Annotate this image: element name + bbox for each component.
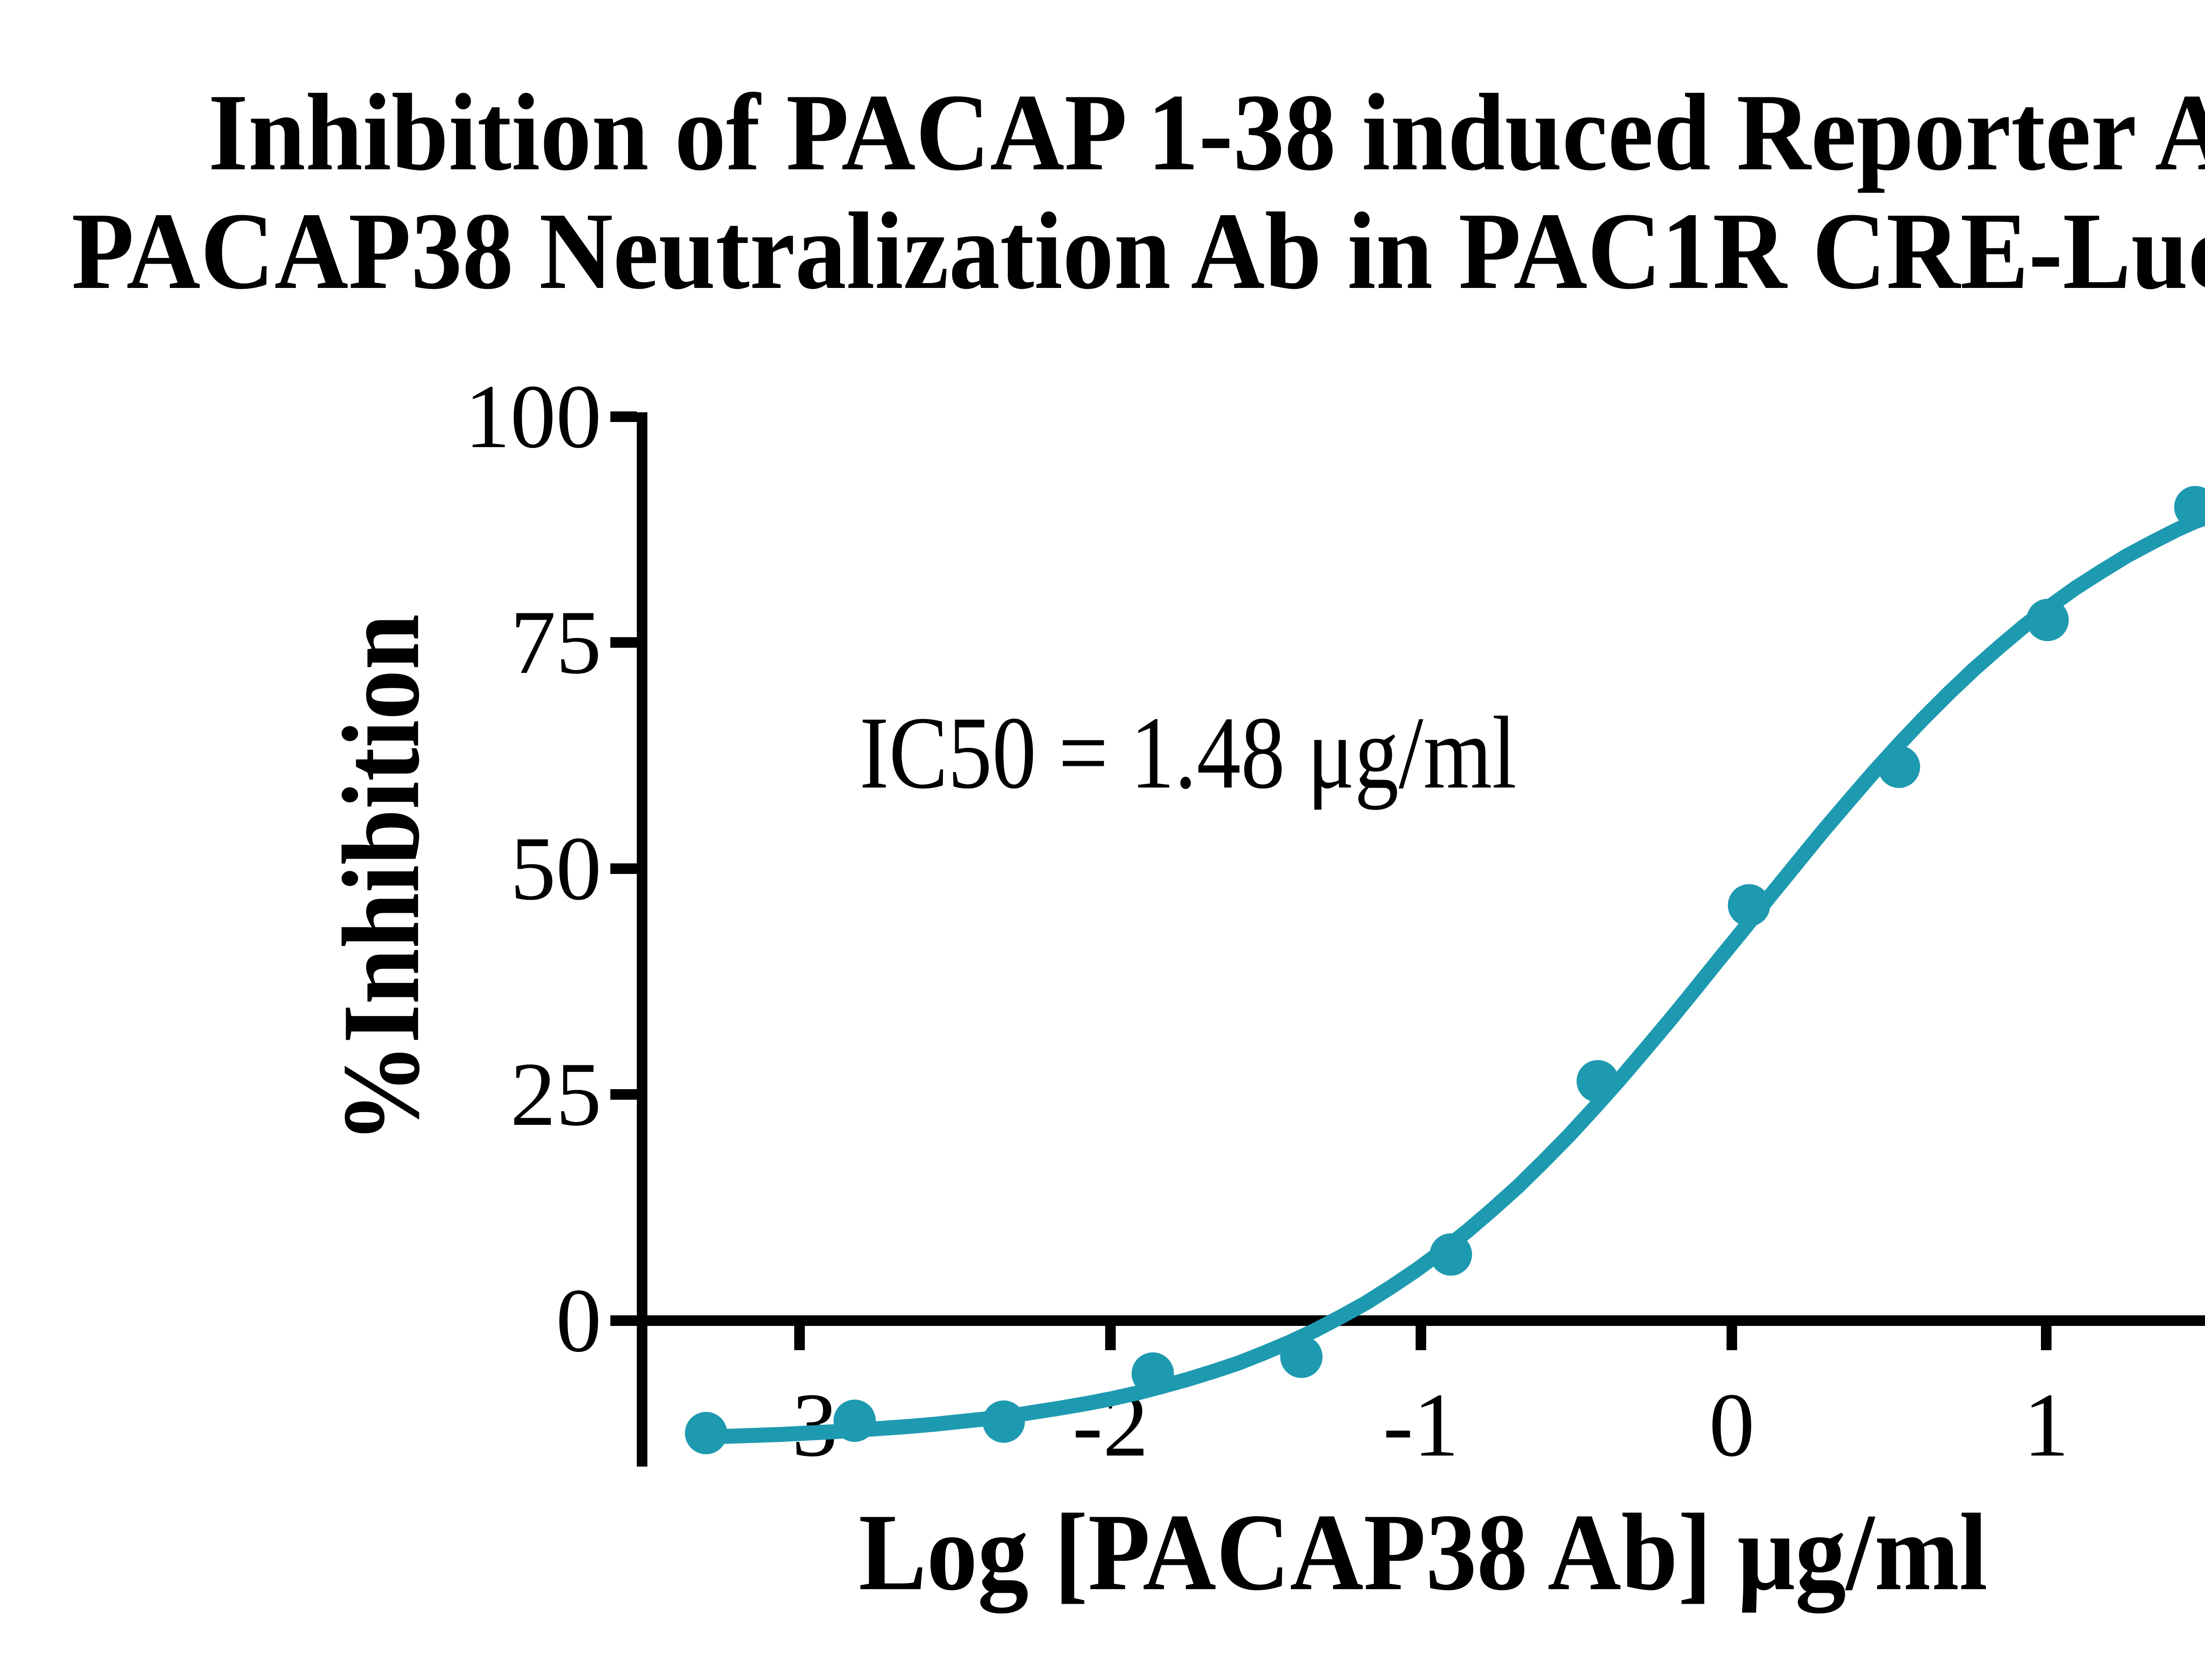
svg-text:1: 1	[2023, 1374, 2069, 1475]
svg-text:75: 75	[510, 592, 602, 693]
svg-text:50: 50	[510, 818, 602, 919]
svg-text:0: 0	[1709, 1374, 1755, 1475]
svg-text:PACAP38 Neutralization Ab in P: PACAP38 Neutralization Ab in PAC1R CRE-L…	[71, 190, 2205, 312]
svg-text:Log [PACAP38 Ab] μg/ml: Log [PACAP38 Ab] μg/ml	[859, 1491, 1988, 1613]
svg-text:0: 0	[556, 1270, 602, 1371]
svg-text:%Inhibition: %Inhibition	[320, 614, 442, 1144]
svg-text:100: 100	[465, 366, 602, 467]
svg-text:Inhibition of PACAP 1-38 induc: Inhibition of PACAP 1-38 induced Reporte…	[208, 71, 2205, 194]
svg-text:25: 25	[510, 1044, 602, 1145]
svg-text:IC50 = 1.48 μg/ml: IC50 = 1.48 μg/ml	[860, 695, 1517, 810]
svg-text:-1: -1	[1383, 1374, 1459, 1475]
